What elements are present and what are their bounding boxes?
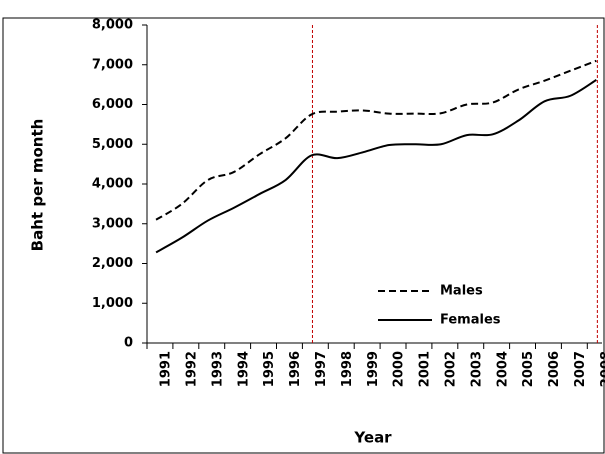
y-tick-label: 7,000 [92,57,133,72]
series-line [155,59,597,221]
x-tick-label: 1999 [366,351,381,387]
y-tick-label: 2,000 [92,256,133,271]
y-tick-label: 6,000 [92,97,133,112]
y-tick-label: 8,000 [92,18,133,33]
x-tick-label: 1994 [236,351,251,387]
y-tick-label: 1,000 [92,296,133,311]
x-tick-label: 1993 [210,351,225,387]
legend-label: Males [440,284,483,299]
x-axis-label: Year [353,429,392,447]
x-tick-label: 1992 [184,351,199,387]
y-tick-label: 3,000 [92,216,133,231]
x-tick-label: 2004 [495,351,510,387]
x-tick-label: 2008 [599,351,605,387]
x-tick-label: 2000 [392,351,407,387]
x-tick-label: 1997 [314,351,329,387]
x-tick-label: 1995 [262,351,277,387]
y-tick-label: 0 [124,336,133,351]
x-tick-label: 2005 [521,351,536,387]
chart-frame [2,17,605,454]
series-line [155,79,597,254]
x-tick-label: 1998 [340,351,355,387]
x-tick-label: 2006 [547,351,562,387]
x-tick-label: 2002 [443,351,458,387]
y-tick-label: 5,000 [92,137,133,152]
legend-label: Females [440,313,501,328]
x-tick-label: 2007 [573,351,588,387]
x-tick-label: 2003 [469,351,484,387]
x-tick-label: 1996 [288,351,303,387]
y-tick-label: 4,000 [92,177,133,192]
y-axis-label: Baht per month [29,119,47,252]
x-tick-label: 1991 [159,351,174,387]
x-tick-label: 2001 [418,351,433,387]
